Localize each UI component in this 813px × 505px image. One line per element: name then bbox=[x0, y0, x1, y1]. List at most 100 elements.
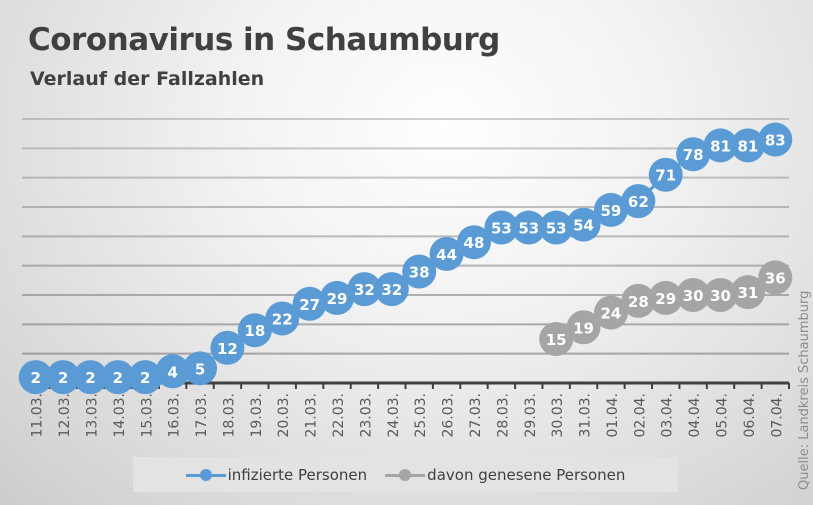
data-label: 18 bbox=[244, 322, 265, 340]
x-tick-label: 19.03. bbox=[249, 393, 265, 438]
data-label: 2 bbox=[113, 369, 123, 387]
data-label: 32 bbox=[354, 281, 375, 299]
data-label: 78 bbox=[683, 146, 704, 164]
x-tick-label: 24.03. bbox=[386, 393, 402, 438]
x-tick-label: 22.03. bbox=[331, 393, 347, 438]
data-point bbox=[46, 360, 81, 395]
legend-marker-icon bbox=[185, 468, 226, 481]
data-label: 2 bbox=[58, 369, 68, 387]
data-point bbox=[429, 236, 464, 271]
data-label: 2 bbox=[30, 369, 40, 387]
chart-title: Coronavirus in Schaumburg bbox=[28, 22, 500, 58]
x-tick-label: 13.03. bbox=[84, 393, 100, 438]
data-point bbox=[758, 260, 793, 295]
data-point bbox=[210, 330, 245, 365]
x-tick-label: 12.03. bbox=[57, 393, 73, 438]
source-note: Quelle: Landkreis Schaumburg bbox=[797, 290, 812, 490]
data-label: 15 bbox=[546, 331, 567, 349]
data-label: 62 bbox=[628, 193, 649, 211]
data-label: 81 bbox=[710, 137, 731, 155]
data-point bbox=[402, 254, 437, 289]
legend-label: davon genesene Personen bbox=[427, 465, 626, 484]
data-label: 53 bbox=[546, 220, 567, 238]
data-point bbox=[511, 210, 546, 245]
data-point bbox=[730, 275, 765, 310]
x-tick-label: 18.03. bbox=[221, 393, 237, 438]
data-point bbox=[593, 192, 628, 227]
legend-label: infizierte Personen bbox=[227, 465, 368, 484]
data-label: 12 bbox=[217, 340, 238, 358]
data-label: 19 bbox=[573, 319, 594, 337]
legend-item-recovered: davon genesene Personen bbox=[385, 466, 625, 484]
data-label: 54 bbox=[573, 217, 594, 235]
data-point bbox=[484, 210, 519, 245]
data-label: 36 bbox=[765, 269, 786, 287]
x-tick-label: 01.04. bbox=[605, 393, 621, 438]
x-tick-label: 05.04. bbox=[715, 393, 731, 438]
data-point bbox=[155, 354, 190, 389]
data-label: 48 bbox=[464, 234, 485, 252]
chart-subtitle: Verlauf der Fallzahlen bbox=[30, 68, 265, 90]
x-tick-label: 20.03. bbox=[276, 393, 292, 438]
data-point bbox=[593, 295, 628, 330]
x-tick-label: 29.03. bbox=[523, 393, 539, 438]
data-point bbox=[621, 184, 656, 219]
data-label: 2 bbox=[140, 369, 150, 387]
data-label: 29 bbox=[327, 290, 348, 308]
data-point bbox=[183, 351, 218, 386]
data-point bbox=[566, 207, 601, 242]
data-point bbox=[730, 128, 765, 163]
data-point bbox=[100, 360, 135, 395]
x-tick-label: 04.04. bbox=[687, 393, 703, 438]
x-tick-label: 06.04. bbox=[742, 393, 758, 438]
data-point bbox=[265, 301, 300, 336]
data-point bbox=[703, 278, 738, 312]
data-label: 5 bbox=[195, 360, 205, 378]
data-label: 2 bbox=[85, 369, 95, 387]
x-tick-label: 26.03. bbox=[441, 393, 457, 438]
data-point bbox=[73, 360, 108, 395]
data-label: 53 bbox=[518, 220, 539, 238]
data-label: 81 bbox=[737, 137, 758, 155]
data-point bbox=[456, 225, 491, 260]
data-point bbox=[374, 272, 409, 307]
data-label: 32 bbox=[381, 281, 402, 299]
x-tick-label: 27.03. bbox=[468, 393, 484, 438]
data-label: 31 bbox=[737, 284, 758, 302]
data-label: 44 bbox=[436, 246, 457, 264]
legend-item-infected: infizierte Personen bbox=[185, 465, 368, 484]
data-label: 38 bbox=[409, 264, 430, 282]
data-label: 71 bbox=[655, 167, 676, 185]
data-point bbox=[566, 310, 601, 345]
data-point bbox=[539, 210, 574, 245]
x-tick-label: 31.03. bbox=[578, 393, 594, 438]
x-tick-label: 11.03. bbox=[30, 393, 46, 438]
legend: infizierte Personen davon genesene Perso… bbox=[133, 457, 678, 492]
data-point bbox=[237, 313, 272, 348]
data-point bbox=[18, 360, 53, 395]
x-tick-label: 14.03. bbox=[112, 393, 128, 438]
data-point bbox=[128, 360, 163, 395]
data-point bbox=[758, 122, 793, 157]
x-tick-label: 16.03. bbox=[167, 393, 183, 438]
data-point bbox=[347, 272, 382, 307]
x-tick-label: 07.04. bbox=[769, 393, 785, 438]
x-tick-label: 23.03. bbox=[358, 393, 374, 438]
x-tick-label: 28.03. bbox=[495, 393, 511, 438]
x-tick-label: 02.04. bbox=[632, 393, 648, 438]
x-tick-label: 21.03. bbox=[304, 393, 320, 438]
data-label: 53 bbox=[491, 220, 512, 238]
x-tick-label: 15.03. bbox=[139, 393, 155, 438]
data-label: 4 bbox=[167, 363, 177, 381]
x-tick-label: 17.03. bbox=[194, 393, 210, 438]
data-label: 30 bbox=[710, 287, 731, 305]
data-point bbox=[621, 283, 656, 318]
data-point bbox=[292, 286, 327, 321]
data-label: 83 bbox=[765, 132, 786, 150]
data-label: 22 bbox=[272, 310, 293, 328]
data-label: 29 bbox=[655, 290, 676, 308]
data-label: 24 bbox=[601, 305, 622, 323]
data-point bbox=[648, 157, 683, 192]
data-label: 28 bbox=[628, 293, 649, 311]
